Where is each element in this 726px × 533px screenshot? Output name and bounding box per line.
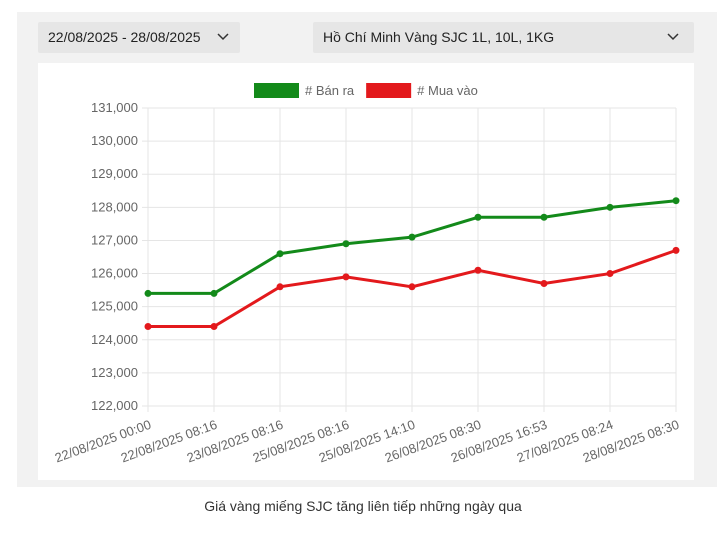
caption: Giá vàng miếng SJC tăng liên tiếp những …: [204, 498, 522, 514]
data-point: [408, 283, 416, 291]
legend-label: # Mua vào: [417, 83, 478, 98]
data-point: [342, 273, 350, 281]
data-point: [408, 233, 416, 241]
data-point: [210, 289, 218, 297]
data-point: [474, 213, 482, 221]
y-tick-label: 124,000: [91, 332, 138, 347]
data-point: [276, 250, 284, 258]
data-point: [474, 266, 482, 274]
y-tick-label: 127,000: [91, 232, 138, 247]
data-point: [144, 323, 152, 331]
data-point: [672, 246, 680, 254]
data-point: [276, 283, 284, 291]
y-tick-label: 128,000: [91, 199, 138, 214]
data-point: [210, 323, 218, 331]
y-tick-label: 130,000: [91, 133, 138, 148]
data-point: [672, 197, 680, 205]
date-range-text: 22/08/2025 - 28/08/2025: [48, 29, 201, 45]
chevron: [667, 33, 679, 41]
data-point: [342, 240, 350, 248]
data-point: [144, 289, 152, 297]
legend-swatch: [254, 83, 299, 98]
chart: 122,000 123,000 124,000 125,000 126,000 127,0…: [53, 83, 681, 465]
product-dropdown[interactable]: Hồ Chí Minh Vàng SJC 1L, 10L, 1KG: [313, 22, 694, 53]
data-point: [540, 279, 548, 287]
product-text: Hồ Chí Minh Vàng SJC 1L, 10L, 1KG: [323, 29, 555, 45]
y-tick-label: 129,000: [91, 166, 138, 181]
legend-label: # Bán ra: [305, 83, 355, 98]
chevron: [217, 33, 229, 41]
y-tick-label: 131,000: [91, 100, 138, 115]
data-point: [606, 270, 614, 278]
y-tick-label: 126,000: [91, 266, 138, 281]
legend-swatch: [366, 83, 412, 98]
y-tick-label: 123,000: [91, 365, 138, 380]
data-point: [606, 203, 614, 211]
chart-container: 122,000 123,000 124,000 125,000 126,000 127,0…: [38, 63, 694, 480]
date-range-dropdown[interactable]: 22/08/2025 - 28/08/2025: [38, 22, 240, 53]
y-tick-label: 122,000: [91, 398, 138, 413]
data-point: [540, 213, 548, 221]
y-tick-label: 125,000: [91, 299, 138, 314]
